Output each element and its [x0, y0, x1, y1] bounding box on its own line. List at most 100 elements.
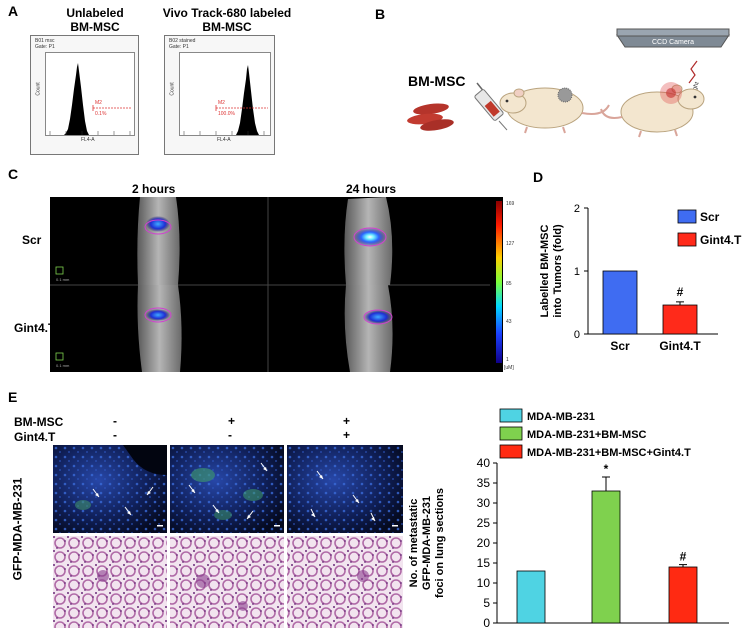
hist1-peak: [64, 63, 89, 135]
chart-e-ytick-label: 30: [477, 496, 491, 510]
chart-e: 0 5 10 15 20 25 30 35 40 * # No. of metastaticGFP-M…: [408, 408, 729, 630]
hist1-title: Unlabeled BM-MSC: [40, 6, 150, 34]
chart-e-annotation: #: [680, 550, 687, 564]
hist2-header-line2: Gate: P1: [169, 44, 189, 50]
bm-sign-1: -: [113, 414, 117, 428]
mouse-icon-2: [600, 82, 705, 138]
ivis-image-panel: 0.1 mm 0.1 mm: [50, 197, 520, 372]
hist2-title-line2: BM-MSC: [202, 20, 252, 34]
panel-e-label: E: [8, 389, 18, 405]
chart-e-ylabel: No. of metastaticGFP-MDA-MB-231foci on l…: [408, 488, 446, 598]
mouse-gint-24h: [344, 285, 393, 372]
injection-schematic: CCD Camera light: [407, 28, 730, 138]
hist1-svg: M2 0.1%: [49, 63, 132, 135]
hist2-ylabel: Count: [169, 82, 176, 96]
gint-sign-3: +: [343, 428, 351, 442]
colorbar-label-strip: 169 127 85 43 1 [uM]: [503, 197, 523, 372]
hist2-header-line1: B02 stained: [169, 38, 196, 44]
fluo-image-2: [170, 445, 284, 533]
panel-c-label: C: [8, 166, 19, 182]
he-image-1: [53, 536, 167, 628]
syringe-icon: [474, 82, 508, 131]
chart-d-category-label: Scr: [610, 339, 630, 353]
chart-e-ytick-label: 5: [483, 596, 490, 610]
gint-sign-1: -: [113, 428, 117, 442]
hist2-title-line1: Vivo Track-680 labeled: [162, 6, 292, 20]
chart-e-annotation: *: [604, 462, 609, 476]
panel-d-label: D: [533, 169, 544, 185]
hist2-title: Vivo Track-680 labeled BM-MSC: [152, 6, 302, 34]
hist2-peak: [236, 65, 259, 135]
hist2-gate-name: M2: [218, 100, 225, 106]
hist1-header-line2: Gate: P1: [35, 44, 55, 50]
he-image-2: [170, 536, 284, 628]
chart-e-bar-2: [591, 490, 621, 624]
chart-d-ytick-label: 2: [574, 203, 580, 215]
chart-d-annotation: #: [677, 285, 684, 299]
cbar-tick-85: 85: [506, 281, 512, 287]
chart-e-bar-3: [668, 566, 698, 624]
chart-d-ytick-label: 1: [574, 266, 580, 278]
hist1-title-line1: Unlabeled: [66, 6, 124, 20]
hist1-title-line2: BM-MSC: [70, 20, 120, 34]
chart-d-legend-label: Scr: [700, 210, 720, 224]
scale-label-top: 0.1 mm: [56, 277, 70, 282]
hist2-gate-value: 100.0%: [218, 111, 236, 117]
hist1-plot-area: M2 0.1%: [45, 52, 135, 136]
hist1-gate-value: 0.1%: [95, 111, 107, 117]
hist1-header-line1: B01 msc: [35, 38, 55, 44]
bm-msc-row-label: BM-MSC: [14, 415, 64, 429]
chart-e-ytick-label: 15: [477, 556, 491, 570]
hist1-xticks: [49, 131, 131, 135]
ccd-camera-label: CCD Camera: [652, 39, 694, 46]
hist2-plot-area: M2 100.0%: [179, 52, 271, 136]
col-2-hours: 2 hours: [132, 182, 176, 196]
chart-e-legend-label: MDA-MB-231: [527, 411, 595, 423]
hist2-xlabel: FL4-A: [217, 137, 231, 143]
histogram-unlabeled: B01 msc Gate: P1 M2 0.1% Count FL4-A: [30, 35, 139, 155]
fluorescence-images: [53, 445, 403, 533]
chart-e-legend-swatch: [499, 444, 523, 459]
chart-d: 0 1 2 Scr # Gint4.T Labelled BM-MSCinto Tumors…: [539, 203, 742, 353]
hist2-svg: M2 100.0%: [183, 65, 268, 135]
light-beam-icon: light: [688, 60, 701, 94]
chart-e-ytick-label: 10: [477, 576, 491, 590]
mouse-scr-2h: [137, 197, 180, 285]
cbar-tick-43: 43: [506, 319, 512, 325]
he-stain-images: [53, 536, 403, 628]
cbar-tick-169: 169: [506, 201, 515, 207]
hist1-gate-name: M2: [95, 100, 102, 106]
chart-d-ylabel: Labelled BM-MSCinto Tumors (fold): [539, 224, 564, 318]
chart-e-ytick-label: 25: [477, 516, 491, 530]
fluo-image-1: [53, 445, 167, 533]
chart-e-legend-swatch: [499, 426, 523, 441]
chart-d-category-label: Gint4.T: [659, 339, 701, 353]
row-scr: Scr: [22, 233, 42, 247]
chart-d-ytick-label: 0: [574, 329, 580, 341]
chart-e-ytick-label: 35: [477, 476, 491, 490]
chart-e-bar-1: [516, 570, 546, 624]
chart-e-ytick-label: 0: [483, 616, 490, 630]
gfp-row-label: GFP-MDA-MB-231: [10, 477, 25, 581]
he-image-3: [287, 536, 403, 628]
bm-sign-2: +: [228, 414, 236, 428]
chart-d-bar-2: [662, 304, 698, 335]
bm-msc-cells-icon: [407, 103, 454, 131]
hist1-xlabel: FL4-A: [81, 137, 95, 143]
light-label: light: [691, 81, 701, 94]
panel-a-label: A: [8, 3, 19, 19]
hist2-xticks: [183, 131, 265, 135]
chart-e-legend-label: MDA-MB-231+BM-MSC: [527, 429, 647, 441]
chart-e-ytick-label: 40: [477, 456, 491, 470]
chart-d-legend-swatch: [677, 209, 697, 224]
cbar-tick-127: 127: [506, 241, 515, 247]
mouse-icon-1: [499, 87, 610, 134]
bm-sign-3: +: [343, 414, 351, 428]
chart-d-bar-1: [602, 270, 638, 335]
cbar-tick-1: 1: [506, 357, 509, 363]
gint-sign-2: -: [228, 428, 232, 442]
chart-e-legend-swatch: [499, 408, 523, 423]
bm-msc-cell-label: BM-MSC: [408, 73, 466, 89]
cbar-unit: [uM]: [504, 365, 514, 371]
row-gint4t: Gint4.T: [14, 321, 56, 335]
